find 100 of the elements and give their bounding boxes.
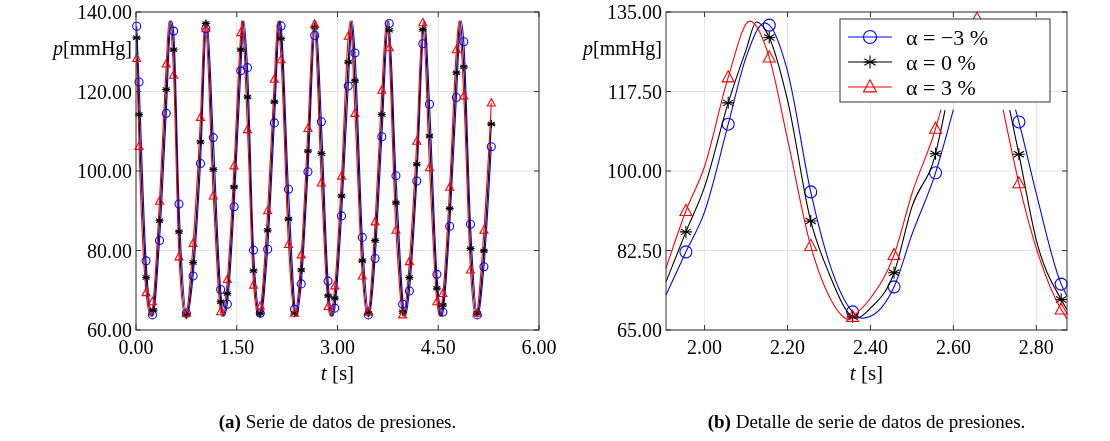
point <box>174 251 184 261</box>
point <box>391 171 401 181</box>
point <box>384 18 394 29</box>
point <box>343 81 353 91</box>
point <box>762 18 776 32</box>
y-tick-label: 65.00 <box>617 319 662 341</box>
point <box>928 121 943 134</box>
point <box>269 118 279 128</box>
point <box>445 203 455 213</box>
point <box>310 30 320 40</box>
point <box>451 92 461 103</box>
point <box>412 176 422 186</box>
point <box>343 31 353 40</box>
point <box>357 270 367 280</box>
point <box>412 136 422 145</box>
point <box>161 59 171 68</box>
point <box>445 221 455 231</box>
point <box>804 238 818 252</box>
point <box>377 85 387 94</box>
point <box>404 256 414 266</box>
point <box>283 239 294 249</box>
point <box>236 66 246 76</box>
point <box>316 117 326 127</box>
point <box>263 244 273 254</box>
point <box>310 22 320 32</box>
point <box>147 310 158 320</box>
x-tick-label: 2.60 <box>935 336 971 358</box>
point <box>216 297 226 307</box>
point <box>316 148 326 159</box>
x-axis-title: t [s] <box>320 361 355 385</box>
point <box>188 238 198 247</box>
point <box>350 108 360 117</box>
point <box>316 177 326 187</box>
point <box>134 141 144 150</box>
point <box>887 266 901 280</box>
point <box>679 203 693 217</box>
point <box>283 184 294 194</box>
point <box>721 96 735 110</box>
point <box>804 214 818 228</box>
point <box>188 257 198 267</box>
x-tick-label: 6.00 <box>521 336 557 358</box>
point <box>242 124 253 134</box>
point <box>459 90 469 100</box>
point <box>195 112 206 121</box>
point <box>404 286 414 296</box>
point <box>762 30 776 44</box>
point <box>459 37 469 47</box>
x-tick-label: 1.50 <box>219 336 255 358</box>
point <box>222 288 232 298</box>
y-tick-label: 135.00 <box>607 1 662 23</box>
point <box>141 287 151 297</box>
point <box>479 246 489 256</box>
y-tick-label: 120.00 <box>77 80 132 103</box>
x-tick-label: 2.80 <box>1018 336 1054 358</box>
text: (b) Detalle de serie de datos de presiones. <box>707 411 1026 433</box>
point <box>424 162 435 172</box>
x-tick-label: 4.50 <box>420 336 456 358</box>
x-axis-title: t [s] <box>849 361 884 385</box>
point <box>1054 302 1068 315</box>
point <box>887 247 901 261</box>
point <box>296 265 306 275</box>
x-tick-label: 2.40 <box>852 336 888 358</box>
point <box>134 77 144 87</box>
point <box>418 39 428 49</box>
point <box>169 26 179 36</box>
point <box>1012 176 1026 189</box>
point <box>804 185 818 199</box>
point <box>384 25 394 35</box>
point <box>236 27 246 37</box>
point <box>418 24 428 35</box>
point <box>154 196 165 205</box>
point <box>276 54 286 64</box>
point <box>141 272 151 283</box>
point <box>370 253 380 263</box>
point <box>174 227 184 237</box>
point <box>323 276 333 286</box>
point <box>486 98 496 107</box>
y-tick-label: 117.50 <box>607 80 662 103</box>
x-tick-label: 2.20 <box>770 336 805 358</box>
point <box>451 68 461 78</box>
point <box>269 97 279 107</box>
point <box>154 216 165 226</box>
point <box>391 198 401 208</box>
point <box>195 137 206 147</box>
point <box>377 132 387 142</box>
x-tick-label: 3.00 <box>320 336 355 358</box>
point <box>296 249 306 259</box>
point <box>1012 115 1026 129</box>
point <box>350 76 360 86</box>
point <box>404 272 414 283</box>
point <box>336 211 347 221</box>
point <box>418 17 428 27</box>
point <box>132 33 142 43</box>
point <box>188 271 198 281</box>
point <box>846 305 860 319</box>
point <box>432 283 442 293</box>
point <box>276 34 286 44</box>
point <box>222 299 232 309</box>
point <box>438 288 448 297</box>
point <box>721 117 735 131</box>
